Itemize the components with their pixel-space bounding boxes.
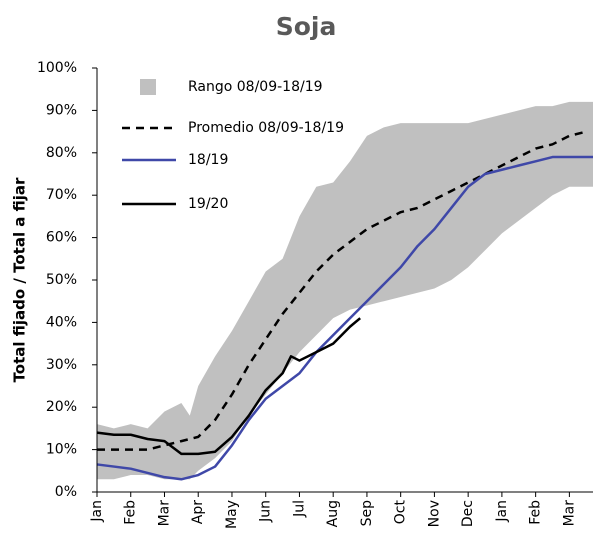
y-axis-label: Total fijado / Total a fijar	[11, 177, 29, 382]
range-band	[97, 101, 593, 480]
x-tick-label: Mar	[561, 500, 577, 527]
x-tick-label: Jul	[291, 500, 307, 518]
x-tick-label: Aug	[325, 500, 341, 527]
legend-swatch	[140, 79, 156, 95]
series-line	[97, 130, 587, 451]
legend-label: 19/20	[188, 196, 228, 212]
x-tick-label: Oct	[393, 500, 409, 525]
y-tick-label: 30%	[46, 357, 77, 373]
legend-label: Rango 08/09-18/19	[188, 79, 323, 95]
y-tick-label: 20%	[46, 399, 77, 415]
x-tick-label: May	[224, 500, 240, 529]
y-tick-label: 90%	[46, 102, 77, 118]
x-tick-label: Apr	[190, 500, 206, 524]
y-tick-label: 40%	[46, 314, 77, 330]
series-line	[96, 155, 593, 481]
chart-title: Soja	[276, 12, 337, 41]
y-tick-label: 50%	[46, 272, 77, 288]
x-tick-label: Sep	[359, 500, 375, 527]
y-tick-label: 80%	[46, 145, 77, 161]
y-tick-label: 0%	[55, 484, 77, 500]
x-tick-label: Nov	[426, 500, 442, 527]
y-tick-label: 10%	[46, 442, 77, 458]
x-tick-label: Jan	[494, 500, 510, 523]
series-line	[96, 317, 361, 456]
y-tick-label: 70%	[46, 187, 77, 203]
y-tick-label: 60%	[46, 230, 77, 246]
legend-label: Promedio 08/09-18/19	[188, 120, 344, 136]
x-tick-label: Feb	[528, 500, 544, 525]
x-tick-label: Jan	[89, 500, 105, 523]
y-tick-label: 100%	[37, 60, 77, 76]
x-tick-label: Jun	[258, 500, 274, 523]
x-tick-label: Feb	[123, 500, 139, 525]
x-tick-label: Mar	[156, 500, 172, 527]
legend-label: 18/19	[188, 152, 228, 168]
x-tick-label: Dec	[460, 500, 476, 527]
